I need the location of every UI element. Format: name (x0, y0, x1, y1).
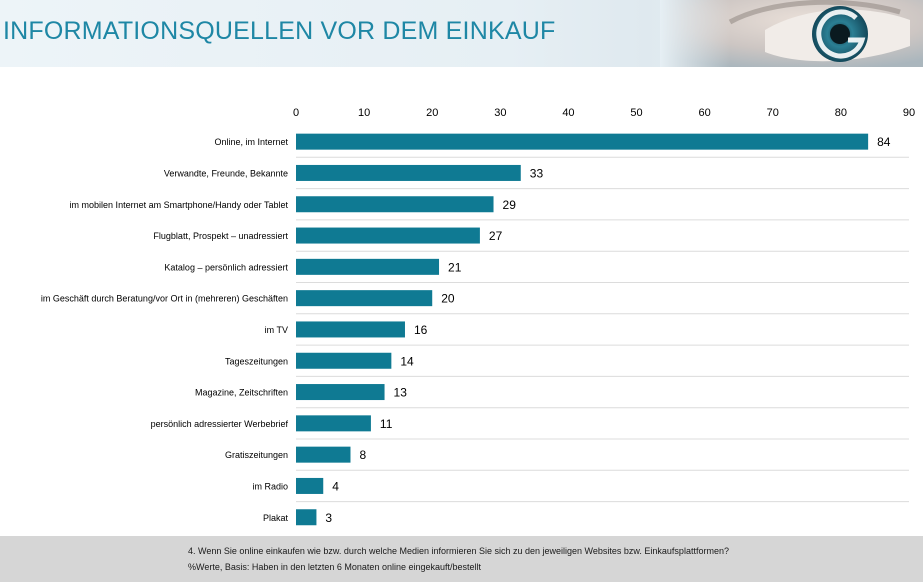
category-label: Plakat (263, 513, 289, 523)
x-tick-label: 20 (426, 107, 438, 119)
bar-value-label: 14 (400, 354, 414, 368)
bar-value-label: 33 (530, 166, 544, 180)
eye-logo-graphic (660, 0, 923, 67)
bar (296, 384, 385, 401)
x-tick-label: 40 (562, 107, 574, 119)
bar-value-label: 27 (489, 229, 503, 243)
category-label: im TV (265, 325, 288, 335)
x-tick-label: 90 (903, 107, 915, 119)
bar (296, 196, 494, 213)
category-label: im Geschäft durch Beratung/vor Ort in (m… (41, 294, 288, 304)
category-label: Katalog – persönlich adressiert (164, 262, 288, 272)
bar (296, 321, 405, 338)
x-tick-label: 30 (494, 107, 506, 119)
bar (296, 290, 433, 307)
bar-value-label: 3 (325, 511, 332, 525)
bar (296, 164, 521, 181)
bar-value-label: 11 (380, 417, 393, 431)
bar (296, 446, 351, 463)
bar (296, 415, 371, 432)
bar-value-label: 84 (877, 135, 891, 149)
bar (296, 133, 869, 150)
x-tick-label: 70 (767, 107, 779, 119)
category-label: im Radio (252, 481, 288, 491)
x-tick-label: 0 (293, 107, 299, 119)
x-tick-label: 60 (699, 107, 711, 119)
footer-note: 4. Wenn Sie online einkaufen wie bzw. du… (0, 536, 923, 582)
bar-value-label: 16 (414, 323, 428, 337)
bar-value-label: 13 (394, 386, 408, 400)
bar-value-label: 21 (448, 260, 462, 274)
bar (296, 227, 480, 244)
bar-value-label: 4 (332, 479, 339, 493)
category-label: Gratiszeitungen (225, 450, 288, 460)
category-label: Verwandte, Freunde, Bekannte (164, 168, 288, 178)
bar-value-label: 20 (441, 292, 455, 306)
footer-basis: %Werte, Basis: Haben in den letzten 6 Mo… (188, 562, 482, 572)
category-label: Magazine, Zeitschriften (195, 388, 288, 398)
bar-value-label: 8 (359, 448, 366, 462)
x-tick-label: 80 (835, 107, 847, 119)
category-label: Tageszeitungen (225, 356, 288, 366)
header-banner: INFORMATIONSQUELLEN VOR DEM EINKAUF (0, 0, 923, 67)
bar (296, 509, 317, 526)
footer-question: 4. Wenn Sie online einkaufen wie bzw. du… (188, 546, 729, 556)
category-label: Online, im Internet (214, 137, 288, 147)
category-label: persönlich adressierter Werbebrief (151, 419, 289, 429)
bar (296, 258, 440, 275)
bar (296, 477, 324, 494)
category-label: Flugblatt, Prospekt – unadressiert (153, 231, 288, 241)
x-tick-label: 10 (358, 107, 370, 119)
bar (296, 352, 392, 369)
category-label: im mobilen Internet am Smartphone/Handy … (70, 200, 289, 210)
bar-value-label: 29 (503, 198, 517, 212)
x-tick-label: 50 (630, 107, 642, 119)
page-title: INFORMATIONSQUELLEN VOR DEM EINKAUF (3, 17, 556, 45)
